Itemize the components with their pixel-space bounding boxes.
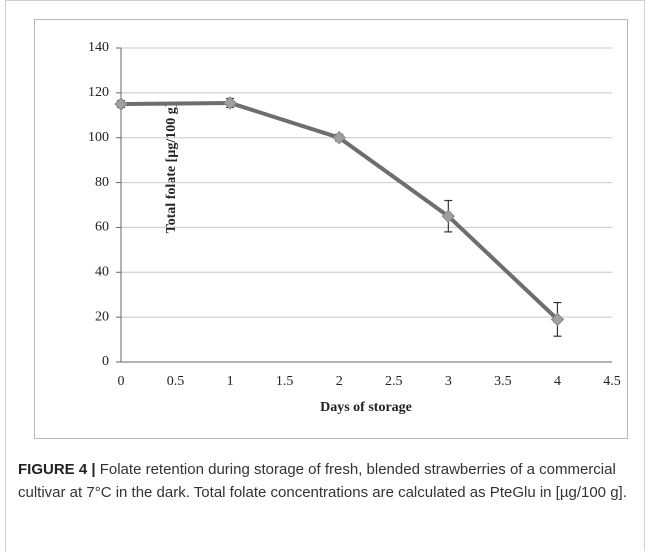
figure-frame [5, 0, 645, 551]
caption: FIGURE 4 | Folate retention during stora… [18, 458, 636, 504]
y-tick-label: 0 [102, 354, 109, 369]
marker [223, 96, 237, 110]
x-tick-label: 0 [118, 374, 125, 389]
y-tick-label: 100 [88, 130, 109, 145]
y-tick-label: 40 [95, 265, 109, 280]
y-axis-label: Total folate [µg/100 g] [164, 103, 179, 234]
caption-text: Folate retention during storage of fresh… [18, 461, 627, 501]
x-tick-label: 4.5 [603, 374, 621, 389]
chart-box [34, 19, 628, 439]
marker [441, 209, 456, 223]
x-axis-label: Days of storage [320, 400, 412, 415]
x-tick-label: 0.5 [167, 374, 185, 389]
x-tick-label: 2.5 [385, 374, 403, 389]
marker [114, 97, 128, 111]
marker [332, 131, 346, 145]
y-tick-label: 20 [95, 309, 109, 324]
x-tick-label: 4 [554, 374, 561, 389]
x-tick-label: 1.5 [276, 374, 294, 389]
marker [550, 312, 565, 327]
y-tick-label: 60 [95, 220, 109, 235]
y-tick-label: 120 [88, 85, 109, 100]
y-tick-label: 80 [95, 175, 109, 190]
x-tick-label: 3 [445, 374, 452, 389]
x-tick-label: 2 [336, 374, 343, 389]
y-tick-label: 140 [88, 40, 109, 55]
x-tick-label: 3.5 [494, 374, 512, 389]
caption-label: FIGURE 4 | [18, 461, 96, 478]
x-tick-label: 1 [227, 374, 234, 389]
chart: Total folate [µg/100 g] Days of storage … [88, 40, 621, 415]
